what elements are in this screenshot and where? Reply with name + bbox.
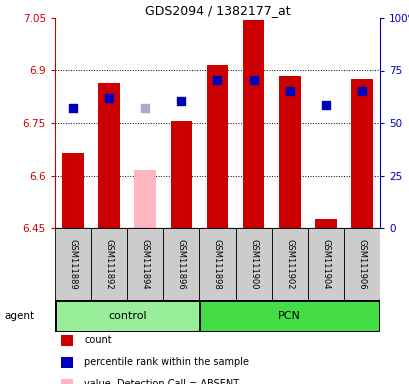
Bar [199,228,235,300]
Point [250,77,256,83]
Text: GSM111896: GSM111896 [176,238,185,290]
Text: agent: agent [4,311,34,321]
Bar [134,170,156,228]
Point [286,88,292,94]
Bar [55,228,91,300]
Bar [307,228,343,300]
Title: GDS2094 / 1382177_at: GDS2094 / 1382177_at [144,4,290,17]
Text: GSM111892: GSM111892 [104,239,113,289]
Bar [163,228,199,300]
Bar [278,76,300,228]
Point [70,105,76,111]
Text: GSM111898: GSM111898 [213,238,221,290]
Bar [350,79,372,228]
Text: value, Detection Call = ABSENT: value, Detection Call = ABSENT [84,379,238,384]
Bar [271,228,307,300]
Text: PCN: PCN [278,311,301,321]
Bar [56,301,198,331]
Bar [62,153,84,228]
Text: GSM111906: GSM111906 [357,239,366,289]
Point [213,77,220,83]
Point [178,98,184,104]
Bar [170,121,192,228]
Text: GSM111900: GSM111900 [249,239,258,289]
Bar [343,228,379,300]
Point [358,88,364,94]
Text: GSM111904: GSM111904 [321,239,330,289]
Bar [91,228,127,300]
Text: GSM111889: GSM111889 [68,238,77,290]
Bar [206,65,228,228]
Bar [98,83,120,228]
Bar [242,20,264,228]
Bar [235,228,271,300]
Bar [200,301,378,331]
Text: GSM111902: GSM111902 [285,239,294,289]
Text: control: control [108,311,146,321]
Text: GSM111894: GSM111894 [140,239,149,289]
Point [106,95,112,101]
Text: percentile rank within the sample: percentile rank within the sample [84,357,248,367]
Bar [127,228,163,300]
Point [322,102,328,108]
Text: count: count [84,335,111,345]
Bar [314,219,336,228]
Point [142,105,148,111]
